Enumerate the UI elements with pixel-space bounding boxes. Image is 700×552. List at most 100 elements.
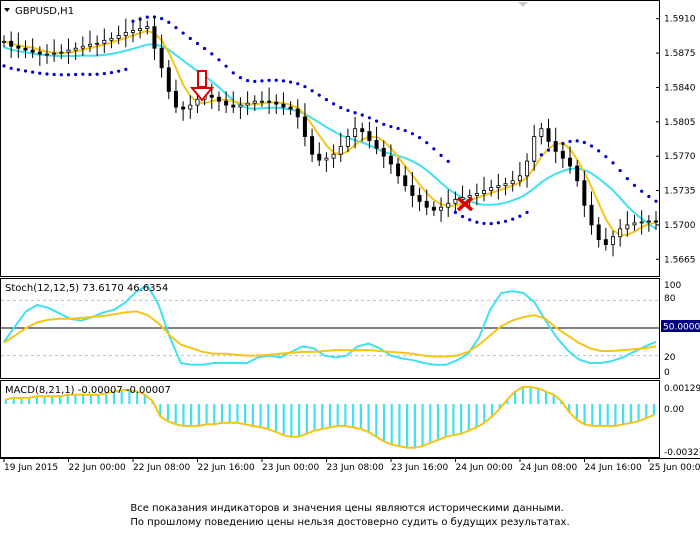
candle-body [424,200,429,208]
disclaimer-line-1: Все показания индикаторов и значения цен… [130,503,564,514]
price-tick-label: 1.5875 [664,49,696,59]
candle-body [453,198,458,204]
sar-dot [482,221,486,226]
candle-body [102,39,107,44]
stochastic-label: Stoch(12,12,5) 73.6170 46.6354 [5,283,168,294]
candle-body [295,108,300,118]
candle-body [9,40,14,47]
sar-dot [131,19,135,23]
macd-label: MACD(8,21,1) -0.00007 -0.00007 [5,385,171,396]
sar-dot [382,122,386,126]
candle-body [403,175,408,187]
candle-body [353,128,358,137]
candle-body [195,98,200,106]
macd-tick-top: 0.00129 [664,384,700,394]
candle-body [596,224,601,241]
candle-body [209,94,214,98]
chart-shift-marker-icon[interactable] [518,2,528,7]
sar-dot [31,70,35,74]
sar-dot [274,78,278,82]
stoch-tick-80: 80 [664,294,676,304]
candle-body [331,153,336,159]
stoch-main-line [3,284,657,366]
sar-dot [446,159,450,163]
candle-body [302,116,307,137]
macd-tick-bottom: -0.00327 [664,448,700,458]
sar-dot [647,194,651,199]
price-tick-label: 1.5770 [664,152,696,162]
candle-body [482,190,487,194]
candle-body [388,155,393,165]
sar-dot [331,102,336,106]
sar-dot [38,71,42,75]
disclaimer: Все показания индикаторов и значения цен… [0,480,700,552]
candle-body [152,26,157,49]
time-axis-label: 25 Jun 00:00 [649,463,700,473]
time-axis-label: 23 Jun 16:00 [391,463,448,473]
stoch-tick-20: 20 [664,353,676,363]
candle-body [166,67,171,92]
candle-body [259,100,264,103]
chart-window[interactable]: 1.5910 1.5875 1.5840 1.5805 1.5770 1.5735 1.57… [0,0,700,480]
sar-dot [267,78,271,82]
price-tick-label: 1.5700 [664,221,696,231]
sar-dot [503,219,508,223]
sar-dot [109,70,114,75]
candle-body [625,224,630,230]
sar-dot [260,79,264,83]
candle-body [245,102,250,106]
candle-body [603,239,608,245]
candle-body [568,157,573,167]
chart-canvas[interactable]: 1.5910 1.5875 1.5840 1.5805 1.5770 1.5735 1.57… [0,0,700,480]
candle-body [216,96,221,102]
sar-dot [360,113,364,117]
sar-dot [66,73,71,77]
time-axis-label: 19 Jun 2015 [4,463,58,473]
candle-body [618,228,623,238]
candle-body [231,104,236,108]
candle-body [589,204,594,226]
candle-body [66,49,71,53]
candle-body [532,136,537,162]
candle-body [503,183,508,187]
sar-dot [45,72,49,76]
sar-dot [288,80,293,84]
price-tick-label: 1.5910 [664,15,696,25]
candle-body [52,52,57,55]
candle-body [417,195,422,202]
sar-dot [217,58,221,62]
sar-dot [597,149,601,153]
candle-body [123,32,128,36]
price-panel[interactable] [0,0,660,277]
sar-dot [439,153,443,157]
candle-body [324,157,329,161]
sar-dot [16,68,20,72]
candle-body [560,150,565,159]
candle-body [510,180,515,185]
sar-dot [145,15,149,19]
candle-body [611,236,616,245]
sar-dot [253,79,257,83]
candle-body [575,165,580,182]
sar-dot [568,139,572,144]
candle-body [646,220,651,223]
sar-dot [95,72,99,76]
candle-body [130,30,135,33]
sar-dot [231,71,235,75]
sar-dot [511,217,515,221]
candle-body [73,47,78,51]
candle-body [489,187,494,191]
buy-arrow-icon [189,70,215,102]
sar-dot [425,141,429,145]
sar-dot [181,31,185,35]
sar-dot [210,52,214,56]
candle-body [632,222,637,226]
candle-body [159,47,164,69]
sar-dot [303,85,307,89]
sar-dot [539,153,543,157]
candle-body [381,147,386,157]
candle-body [310,136,315,155]
sar-dot [625,177,629,181]
sar-dot [9,66,13,70]
candle-body [474,193,479,196]
